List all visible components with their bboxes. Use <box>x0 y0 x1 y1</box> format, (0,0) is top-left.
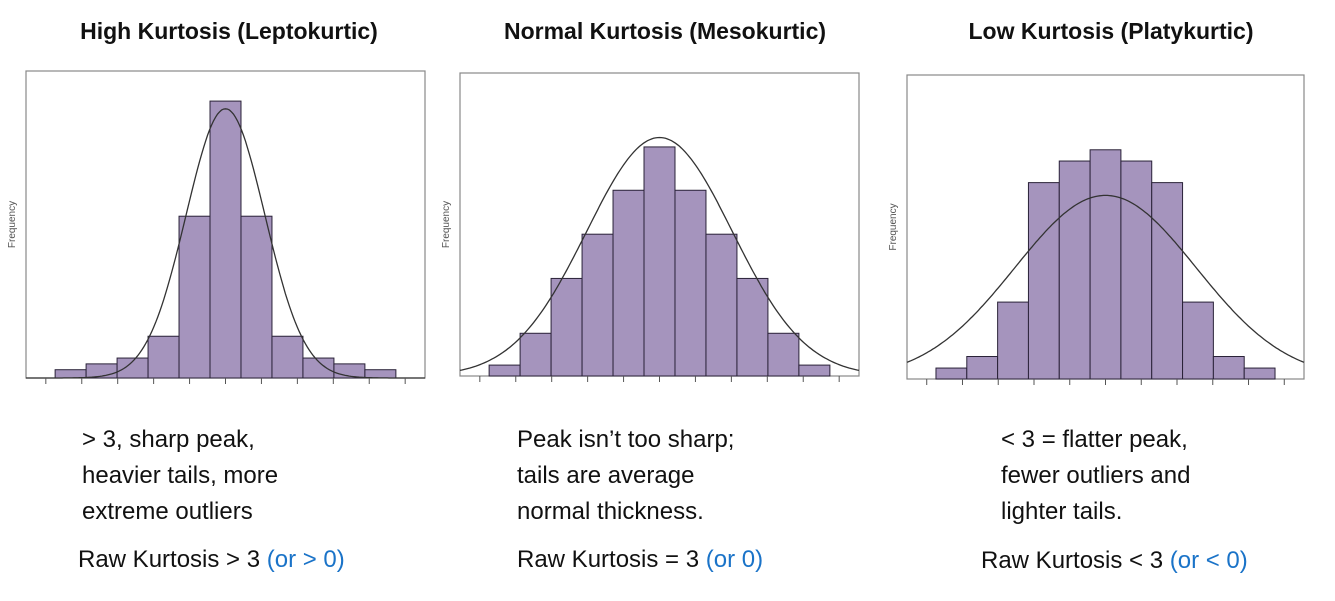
normal-curve <box>906 194 1305 363</box>
caption-low: < 3 = flatter peak, fewer outliers and l… <box>1001 422 1190 530</box>
caption-line: normal thickness. <box>517 498 704 525</box>
caption-line: tails are average <box>517 462 695 489</box>
raw-note: (or 0) <box>705 546 764 573</box>
raw-kurtosis-normal: Raw Kurtosis = 3 (or 0) <box>517 546 763 574</box>
raw-note: (or > 0) <box>266 546 345 573</box>
histogram-bar <box>1058 160 1091 380</box>
raw-kurtosis-low: Raw Kurtosis < 3 (or < 0) <box>981 547 1248 575</box>
caption-line: extreme outliers <box>82 498 253 525</box>
caption-normal: Peak isn’t too sharp; tails are average … <box>517 422 734 530</box>
histogram-normal-kurtosis: Frequency <box>441 72 860 382</box>
histogram-bar <box>54 369 87 379</box>
raw-text: Raw Kurtosis < 3 <box>981 547 1164 574</box>
caption-line: > 3, sharp peak, <box>82 426 255 453</box>
histogram-bar <box>1212 356 1245 380</box>
raw-text: Raw Kurtosis = 3 <box>517 546 700 573</box>
histogram-bar <box>1089 149 1122 380</box>
histogram-bar <box>674 189 707 377</box>
histogram-low-kurtosis: Frequency <box>888 74 1305 385</box>
histogram-bar <box>271 335 304 379</box>
histogram-bar <box>612 189 645 377</box>
histogram-bar <box>736 277 769 377</box>
caption-line: lighter tails. <box>1001 498 1123 525</box>
raw-note: (or < 0) <box>1169 547 1248 574</box>
histogram-bar <box>581 233 614 377</box>
histogram-bar <box>488 364 521 377</box>
histogram-bar <box>935 367 968 380</box>
histogram-bar <box>1243 367 1276 380</box>
caption-high: > 3, sharp peak, heavier tails, more ext… <box>82 422 278 530</box>
raw-text: Raw Kurtosis > 3 <box>78 546 261 573</box>
histogram-bar <box>767 332 800 377</box>
caption-line: heavier tails, more <box>82 462 279 489</box>
panel-title-high: High Kurtosis (Leptokurtic) <box>80 18 378 44</box>
histogram-bar <box>966 356 999 380</box>
histogram-bar <box>209 100 242 379</box>
panel-title-low: Low Kurtosis (Platykurtic) <box>968 18 1254 44</box>
histogram-bar <box>240 215 273 379</box>
histogram-bar <box>1120 160 1153 380</box>
y-axis-label: Frequency <box>7 201 18 248</box>
panel-title-normal: Normal Kurtosis (Mesokurtic) <box>503 18 827 44</box>
normal-curve <box>26 108 425 379</box>
caption-line: Peak isn’t too sharp; <box>517 426 735 453</box>
histogram-bar <box>147 335 180 379</box>
histogram-bar <box>519 332 552 377</box>
histogram-bar <box>1151 182 1184 380</box>
caption-line: < 3 = flatter peak, <box>1001 426 1188 453</box>
caption-line: fewer outliers and <box>1001 462 1191 489</box>
histogram-bar <box>997 301 1029 380</box>
histogram-bar <box>178 215 211 379</box>
histogram-bar <box>1182 301 1214 380</box>
normal-curve <box>459 136 860 372</box>
histogram-bar <box>550 277 583 377</box>
histogram-high-kurtosis: Frequency <box>7 70 426 384</box>
histogram-bar <box>364 369 397 379</box>
histogram-bar <box>705 233 738 377</box>
y-axis-label: Frequency <box>888 203 899 250</box>
histogram-bar <box>643 146 676 377</box>
histogram-bar <box>798 364 831 377</box>
y-axis-label: Frequency <box>441 201 452 248</box>
histogram-bar <box>1027 182 1060 380</box>
raw-kurtosis-high: Raw Kurtosis > 3 (or > 0) <box>78 546 345 574</box>
